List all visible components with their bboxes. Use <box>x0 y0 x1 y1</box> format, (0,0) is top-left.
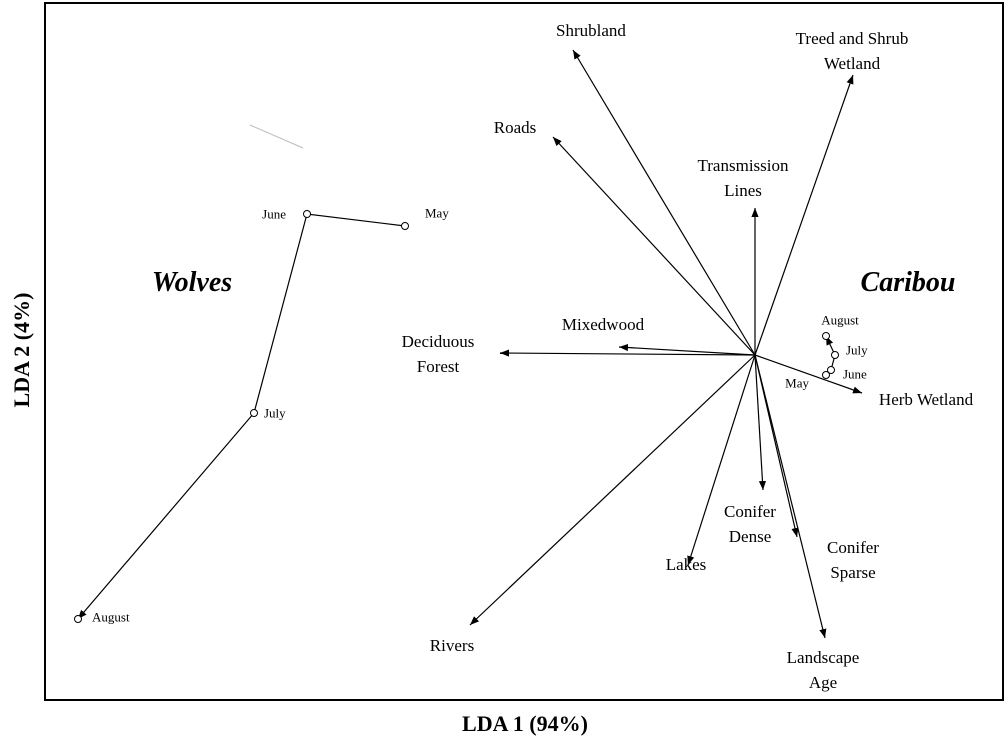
month-label: July <box>846 342 868 358</box>
vector-label: Roads <box>493 118 537 137</box>
loading-arrow <box>552 136 756 356</box>
month-label: June <box>843 366 867 382</box>
loading-arrow <box>754 354 827 639</box>
vector-label: Conifer Sparse <box>827 538 879 582</box>
month-label: August <box>821 312 859 328</box>
loading-arrow <box>687 354 756 566</box>
group-label: Wolves <box>151 267 233 298</box>
vector-label: Mixedwood <box>561 315 645 334</box>
month-point <box>822 332 830 340</box>
loading-arrow <box>572 49 756 356</box>
month-point <box>822 371 830 379</box>
vector-label: Shrubland <box>556 21 626 40</box>
trajectory <box>77 213 406 620</box>
plot-frame <box>44 2 1004 701</box>
month-point <box>401 222 409 230</box>
month-point <box>831 351 839 359</box>
month-label: August <box>92 609 130 625</box>
vector-label: Treed and Shrub Wetland <box>795 29 909 73</box>
month-point <box>827 366 835 374</box>
vector-label: Landscape Age <box>786 648 860 692</box>
loading-arrow <box>754 74 854 356</box>
vector-label: Rivers <box>429 636 475 655</box>
month-label: June <box>262 206 286 222</box>
month-label: May <box>785 375 809 391</box>
loading-arrow <box>618 343 756 356</box>
y-axis-label: LDA 2 (4%) <box>9 292 34 408</box>
vector-label: Herb Wetland <box>878 390 974 409</box>
x-axis-label: LDA 1 (94%) <box>462 711 588 736</box>
loading-arrow <box>499 349 756 357</box>
loading-arrow <box>754 354 863 394</box>
month-point <box>250 409 258 417</box>
month-point <box>303 210 311 218</box>
group-label: Caribou <box>860 267 956 298</box>
vector-label: Deciduous Forest <box>401 332 475 376</box>
vector-label: Transmission Lines <box>697 156 789 200</box>
month-label: May <box>425 205 449 221</box>
loading-arrow <box>469 354 756 626</box>
stray-line <box>249 124 304 149</box>
loading-arrow <box>754 354 767 491</box>
month-label: July <box>264 405 286 421</box>
vector-label: Conifer Dense <box>724 502 776 546</box>
month-point <box>74 615 82 623</box>
vector-label: Lakes <box>665 555 707 574</box>
